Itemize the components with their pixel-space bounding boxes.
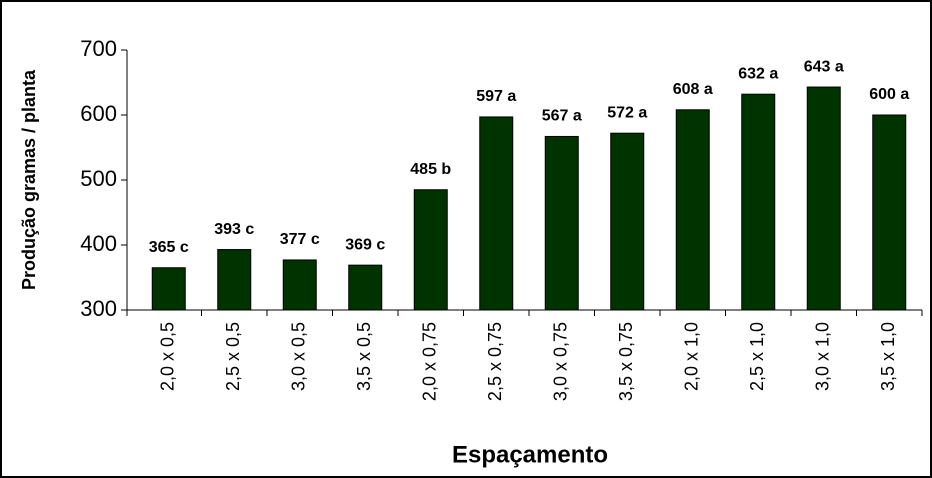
data-label: 377 c bbox=[280, 231, 320, 248]
x-tick-label: 2,0 x 0,75 bbox=[420, 322, 440, 401]
data-label: 369 c bbox=[345, 236, 385, 253]
bar bbox=[806, 86, 841, 311]
y-axis-title: Produção gramas / planta bbox=[19, 69, 39, 290]
x-tick-label: 2,5 x 1,0 bbox=[747, 322, 767, 391]
bar bbox=[217, 249, 252, 311]
x-tick-label: 3,5 x 1,0 bbox=[878, 322, 898, 391]
data-label: 485 b bbox=[410, 161, 451, 178]
x-tick-label: 3,5 x 0,5 bbox=[354, 322, 374, 391]
x-tick-label: 3,0 x 1,0 bbox=[813, 322, 833, 391]
bar bbox=[544, 135, 579, 311]
bar bbox=[741, 93, 776, 311]
bar bbox=[479, 116, 514, 311]
data-label: 572 a bbox=[607, 104, 647, 121]
data-label: 365 c bbox=[149, 239, 189, 256]
bar bbox=[348, 264, 383, 311]
bar bbox=[282, 259, 317, 311]
bar bbox=[151, 267, 186, 311]
x-tick-label: 2,0 x 0,5 bbox=[158, 322, 178, 391]
data-label: 597 a bbox=[476, 88, 516, 105]
x-tick-label: 2,0 x 1,0 bbox=[682, 322, 702, 391]
x-tick-label: 2,5 x 0,5 bbox=[223, 322, 243, 391]
x-tick-label: 3,0 x 0,5 bbox=[289, 322, 309, 391]
bar bbox=[872, 114, 907, 311]
data-label: 600 a bbox=[869, 86, 909, 103]
y-tick-label: 400 bbox=[80, 231, 117, 256]
data-label: 643 a bbox=[804, 58, 844, 75]
y-tick-label: 600 bbox=[80, 101, 117, 126]
data-label: 567 a bbox=[542, 108, 582, 125]
x-tick-label: 3,0 x 0,75 bbox=[551, 322, 571, 401]
data-label: 632 a bbox=[738, 65, 778, 82]
bar bbox=[610, 132, 645, 311]
x-tick-label: 3,5 x 0,75 bbox=[616, 322, 636, 401]
y-tick-label: 300 bbox=[80, 296, 117, 321]
x-axis-title: Espaçamento bbox=[452, 441, 608, 468]
y-tick-label: 700 bbox=[80, 36, 117, 61]
data-label: 393 c bbox=[214, 221, 254, 238]
y-tick-label: 500 bbox=[80, 166, 117, 191]
bar bbox=[675, 109, 710, 311]
data-label: 608 a bbox=[673, 81, 713, 98]
x-tick-label: 2,5 x 0,75 bbox=[485, 322, 505, 401]
bar bbox=[413, 189, 448, 311]
